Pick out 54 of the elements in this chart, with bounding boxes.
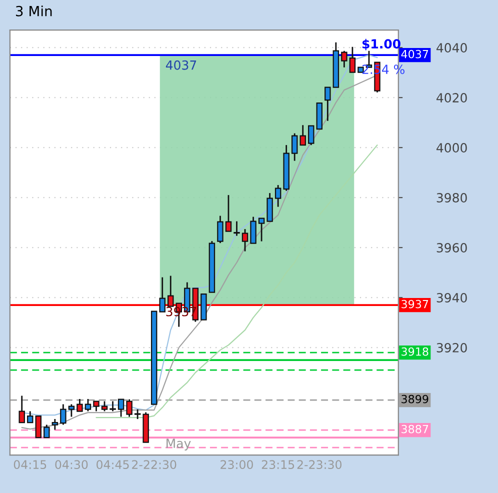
y-tick-label: 3940 [436,293,467,302]
annotation: 4037 [166,60,196,70]
candlestick [18,395,25,424]
y-tick-label: 4020 [436,93,467,102]
y-tick-label: 4000 [436,143,467,152]
candlestick [27,410,34,424]
y-tick-label: 3920 [436,343,467,352]
candlestick [225,194,232,232]
ref-line-label: 3918 [402,347,428,356]
candlestick [324,86,331,122]
candlestick [159,276,166,312]
candlestick [266,192,273,222]
y-tick-label: 4040 [436,43,467,52]
x-tick-label: 23:15 [262,460,294,470]
candlestick [308,125,314,146]
candlestick [118,398,124,418]
candlestick [250,216,256,244]
x-tick-label: 2-22:30 [132,460,176,470]
candlestick [341,50,348,68]
candlestick [35,415,42,438]
ref-line-label: 3887 [402,424,428,434]
candlestick [44,424,50,438]
y-tick-label: 3980 [436,193,467,202]
candlestick [217,215,224,244]
x-tick-label: 04:15 [14,460,46,470]
y-tick-label: 3960 [436,243,467,252]
candlestick [242,228,248,252]
candlestick [52,418,58,430]
candlestick [101,400,108,412]
candlestick [168,275,174,307]
x-tick-label: 2-23:30 [297,460,342,470]
x-tick-label: 23:00 [220,460,253,470]
chart-title: 3 Min [16,6,52,16]
candlestick [274,184,282,208]
candlestick [258,218,265,242]
candlestick [349,46,356,74]
candlestick [126,398,132,418]
annotation: $1.00 [362,38,400,50]
line-series [96,144,378,418]
candlestick [234,220,240,236]
candlestick [68,404,75,418]
ref-line-label: 3937 [402,300,428,308]
candlestick [291,132,298,162]
ref-line-label: 4037 [401,50,428,58]
x-tick-label: 04:45 [96,460,129,470]
candlestick [110,400,116,412]
candlestick [60,404,66,426]
ref-line-label: 3899 [402,394,428,404]
candlestick [300,124,306,146]
candlestick [134,408,141,420]
candlestick [84,398,92,412]
candlestick [93,400,100,412]
x-tick-label: 04:30 [55,460,88,470]
candlestick [76,398,83,412]
